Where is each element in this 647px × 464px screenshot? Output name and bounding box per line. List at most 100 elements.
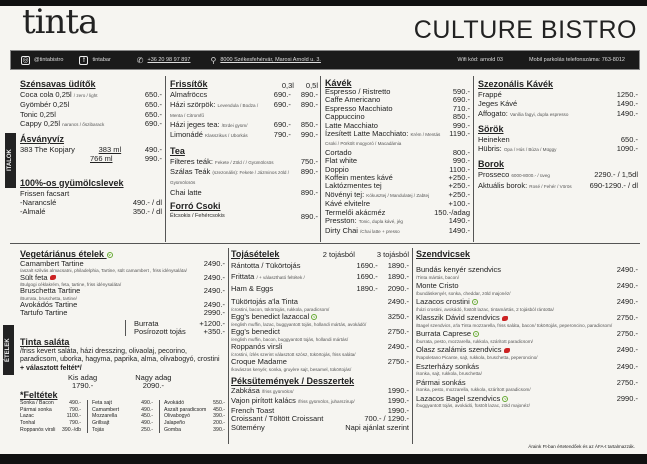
topping-price: 250.- <box>141 426 153 433</box>
item-name: Gyömbér 0,25l <box>20 100 70 110</box>
price: 1490.- <box>448 225 470 235</box>
size-label: Nagy adag <box>135 372 172 382</box>
price: 890.- <box>300 187 318 197</box>
menu-item-row: Doppio 1100.- <box>325 164 470 174</box>
item-name: Burrata Caprese <box>416 329 472 339</box>
item-description: /Tinta mártás, bacon/ <box>416 274 459 280</box>
item-name-wrap: Eszterházy sonkás <box>416 362 613 372</box>
topping-item: Aszalt paradicsom 450.- <box>164 407 225 414</box>
facebook-handle[interactable]: tintabar <box>92 57 111 63</box>
item-name-wrap: Doppio <box>325 165 445 174</box>
price: 890.- <box>300 99 318 109</box>
prices: 1690.- 1890.- <box>356 260 409 271</box>
topping-price: 790.- <box>69 406 81 413</box>
topping-item: Tonhal 790.- <box>20 420 81 427</box>
menu-item: Caffe Americano 690.- <box>325 95 470 105</box>
vegetarian-heading: Vegetáriánus ételek v <box>20 249 225 260</box>
menu-item: Pármai sonkás 2750.- /sonka, pesto, mozzar… <box>416 378 638 393</box>
menu-item: Avokádós Tartine 2490.- <box>20 300 225 309</box>
water-heading: Ásványvíz <box>20 134 65 145</box>
facebook-icon: f <box>79 55 89 65</box>
item-name-wrap: Frittata / + választható feltétek / <box>231 271 352 283</box>
item-name-wrap: -Narancslé <box>20 198 129 207</box>
menu-item: Croque Madame 2750.- /kovászos kenyér, son… <box>231 358 409 372</box>
item-name: Coca cola 0,25l <box>20 90 72 99</box>
extra-item: Posírozott tojás +350.- <box>134 326 225 336</box>
menu-item-row: Espresso / Ristretto 590.- <box>325 87 470 96</box>
price: 1690.- <box>356 272 378 281</box>
instagram-handle[interactable]: @tintabistro <box>34 57 64 63</box>
price: 800.- <box>452 147 470 157</box>
item-note: Opa / Hús / Búza / Müggy <box>503 147 557 153</box>
tab-food[interactable]: ÉTELEK <box>3 325 14 375</box>
divider <box>228 248 229 444</box>
item-name: Filteres teák: <box>170 156 213 166</box>
price: 1990.- <box>387 405 409 415</box>
item-description: /sonka, sajt, rukkola, bruschetta/ <box>416 371 482 377</box>
item-name: Klasszik Dávid szendvics <box>416 313 500 323</box>
item-name: Laktózmentes tej <box>325 181 382 191</box>
item-name-wrap: Roppanós virsli <box>231 342 384 352</box>
price: 650.- <box>144 100 162 110</box>
topping-name: Olivabogyó <box>164 413 190 420</box>
menu-item: Flat white 990.- <box>325 156 470 165</box>
item-name-wrap: Cappy 0,25l narancs / őszibarack <box>20 119 141 129</box>
item-name: Caffe Americano <box>325 95 381 105</box>
salad-description: /friss kevert saláta, házi dresszing, ol… <box>20 348 225 373</box>
item-description: /Burrata, bruschetta, tartine/ <box>20 295 77 301</box>
phone-link[interactable]: +36 20 98 97 897 <box>147 57 191 63</box>
price: 2750.- <box>616 329 638 339</box>
coffee-heading: Kávék <box>325 78 352 88</box>
item-note: /friss gyümölcs/ <box>261 389 294 395</box>
menu-item: Cappuccino 850.- <box>325 112 470 121</box>
topping-name: Sonka / Bacon <box>20 400 54 407</box>
price: 150.-/adag <box>434 207 470 217</box>
item-description: /aszalt szilvás almacsatni, philadelphia… <box>20 268 187 274</box>
item-note: Rosé / Fehér / Vörös <box>529 183 572 189</box>
address-link[interactable]: 8000 Székesfehérvár, Marosi Arnold u. 3. <box>220 57 321 63</box>
item-name: Házi szörpök: <box>170 99 216 109</box>
item-name-wrap: Sült feta <box>20 273 200 282</box>
item-note: / + választható feltétek / <box>256 275 305 280</box>
menu-item-row: Rántotta / Tükörtojás 1690.- 1890.- <box>231 260 409 271</box>
topping-item: Camambert 490.- <box>92 407 153 414</box>
menu-item: Gyömbér 0,25l 650.- <box>20 100 162 109</box>
price: 2490.- <box>203 259 225 268</box>
price: 1890.- <box>387 261 409 270</box>
topping-item: Roppanós virsli 390.-/db <box>20 427 81 434</box>
price: 1490.- <box>616 108 638 118</box>
price: 2990.- <box>203 308 225 318</box>
menu-item-row: Növényi tej: Kókusztej / Mandulatej / Za… <box>325 190 470 200</box>
price: 1100.- <box>449 164 470 174</box>
price: 1190.- <box>449 129 470 139</box>
item-name: Hübris: <box>478 144 502 154</box>
chocolate-heading: Forró Csoki <box>170 200 221 211</box>
menu-item-row: Jeges Kávé 1490.- <box>478 99 638 108</box>
topping-price: 450.- <box>213 406 225 413</box>
item-name-wrap: Koffein mentes kávé <box>325 173 445 182</box>
tab-drinks[interactable]: ITALOK <box>5 133 16 188</box>
item-description: /Bagel szendvics, a'la Tinta mozzarella,… <box>416 322 613 328</box>
price: 1990.- <box>387 396 409 406</box>
menu-item-row: Tonic 0,25l 650.- <box>20 110 162 119</box>
price: +350.- <box>203 326 225 336</box>
item-name-wrap: Espresso Macchiato <box>325 103 449 113</box>
topping-price: 790.- <box>69 420 81 426</box>
salad-desc-text: /friss kevert saláta, házi dresszing, ol… <box>20 347 220 364</box>
salad-desc-bold: + választott feltét*/ <box>20 364 82 372</box>
item-name-wrap: Jeges Kávé <box>478 99 613 108</box>
menu-item: French Toast 1990.- <box>231 405 409 416</box>
item-name-wrap: Tonic 0,25l <box>20 110 141 119</box>
menu-item: Klasszik Dávid szendvics 2750.-/Bagel sz… <box>416 313 638 328</box>
item-description: /Napoletano Picante, sajt, rukkola, brus… <box>416 355 538 361</box>
topping-item: Mozzarella 450.- <box>92 413 153 420</box>
menu-item-row: Lazacos Bagel szendvics v 2990.- <box>416 394 638 404</box>
item-name: Espresso Macchiato <box>325 103 393 113</box>
sandwiches-section: Szendvicsek Bundás kenyér szendvics 2490.… <box>416 246 638 411</box>
prices: 690.- 890.- <box>274 90 318 99</box>
price: 2490.- <box>387 342 409 352</box>
topping-name: Pármai sonka <box>20 406 52 413</box>
item-name: -Narancslé <box>20 198 57 208</box>
menu-item: Növényi tej: Kókusztej / Mandulatej / Za… <box>325 190 470 200</box>
size: 766 ml <box>90 154 113 164</box>
